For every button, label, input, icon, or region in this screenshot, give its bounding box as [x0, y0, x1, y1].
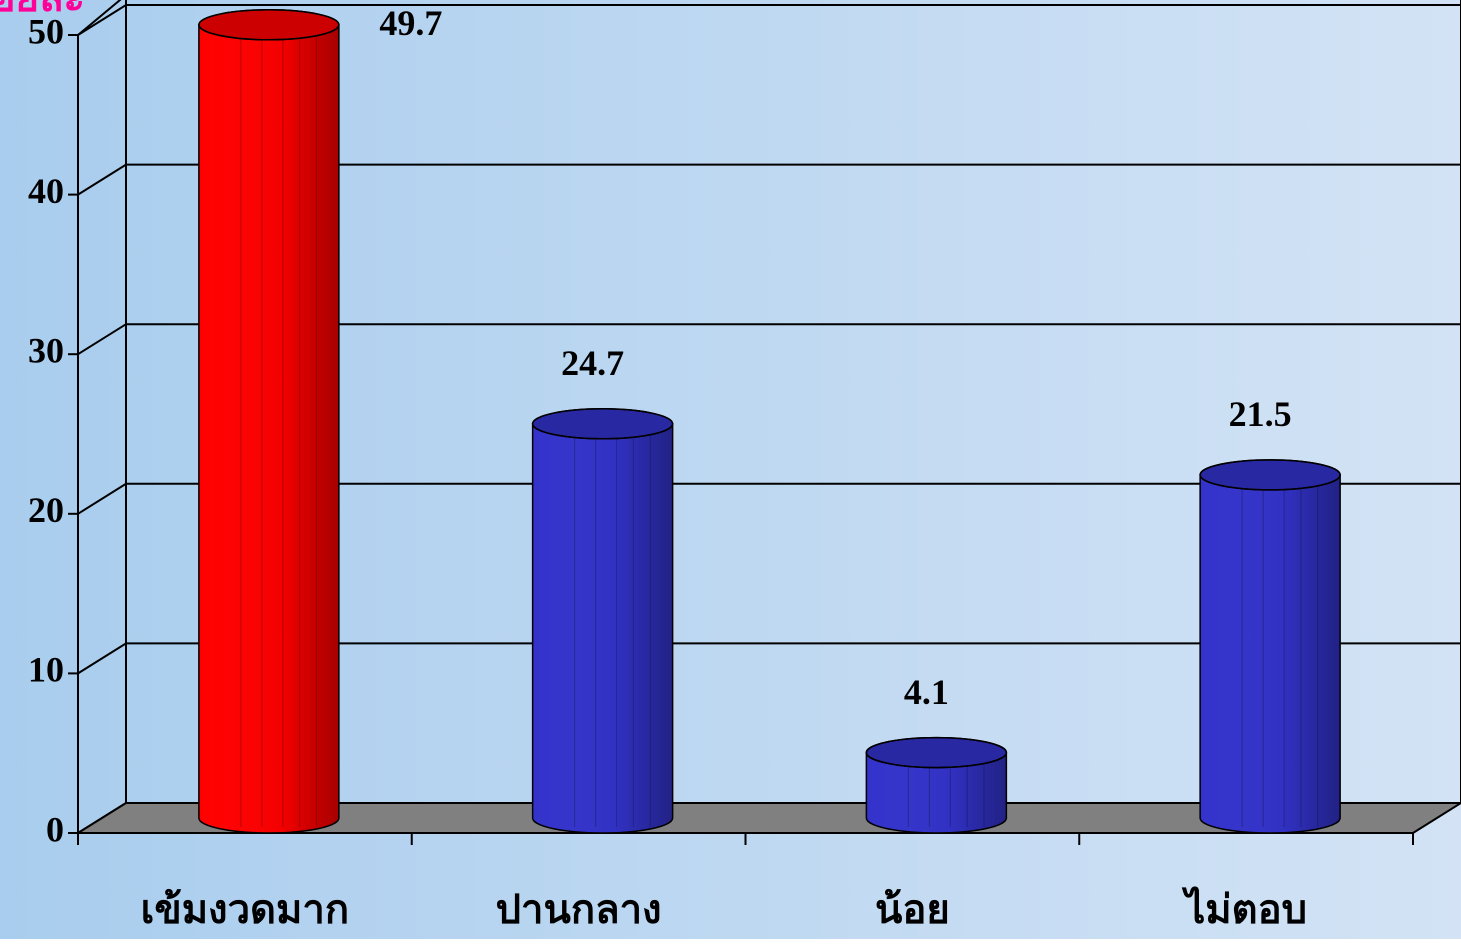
bar [865, 736, 1008, 834]
value-label: 21.5 [1229, 394, 1292, 434]
x-tick-label: ปานกลาง [496, 887, 662, 932]
bar [1199, 459, 1341, 834]
grid-line [77, 4, 1461, 36]
x-tick-label: เข้มงวดมาก [141, 887, 349, 932]
grid-line [77, 642, 1461, 675]
y-tick-label: 30 [28, 330, 64, 370]
y-tick-label: 0 [46, 809, 64, 849]
value-label: 4.1 [904, 672, 949, 712]
y-tick-label: 20 [28, 490, 64, 530]
grid-line [77, 163, 1461, 196]
grid-line [77, 323, 1461, 356]
grid-line [77, 482, 1461, 515]
x-tick-label: ไม่ตอบ [1181, 886, 1307, 932]
y-axis-label: ร้อยละ [0, 0, 85, 20]
value-label: 24.7 [561, 343, 624, 383]
value-label: 49.7 [379, 3, 442, 43]
y-tick-label: 50 [28, 11, 64, 51]
x-tick-label: น้อย [875, 887, 950, 932]
y-tick-label: 40 [28, 171, 64, 211]
y-tick-label: 10 [28, 650, 64, 690]
bar [198, 9, 340, 834]
bar [531, 408, 674, 834]
